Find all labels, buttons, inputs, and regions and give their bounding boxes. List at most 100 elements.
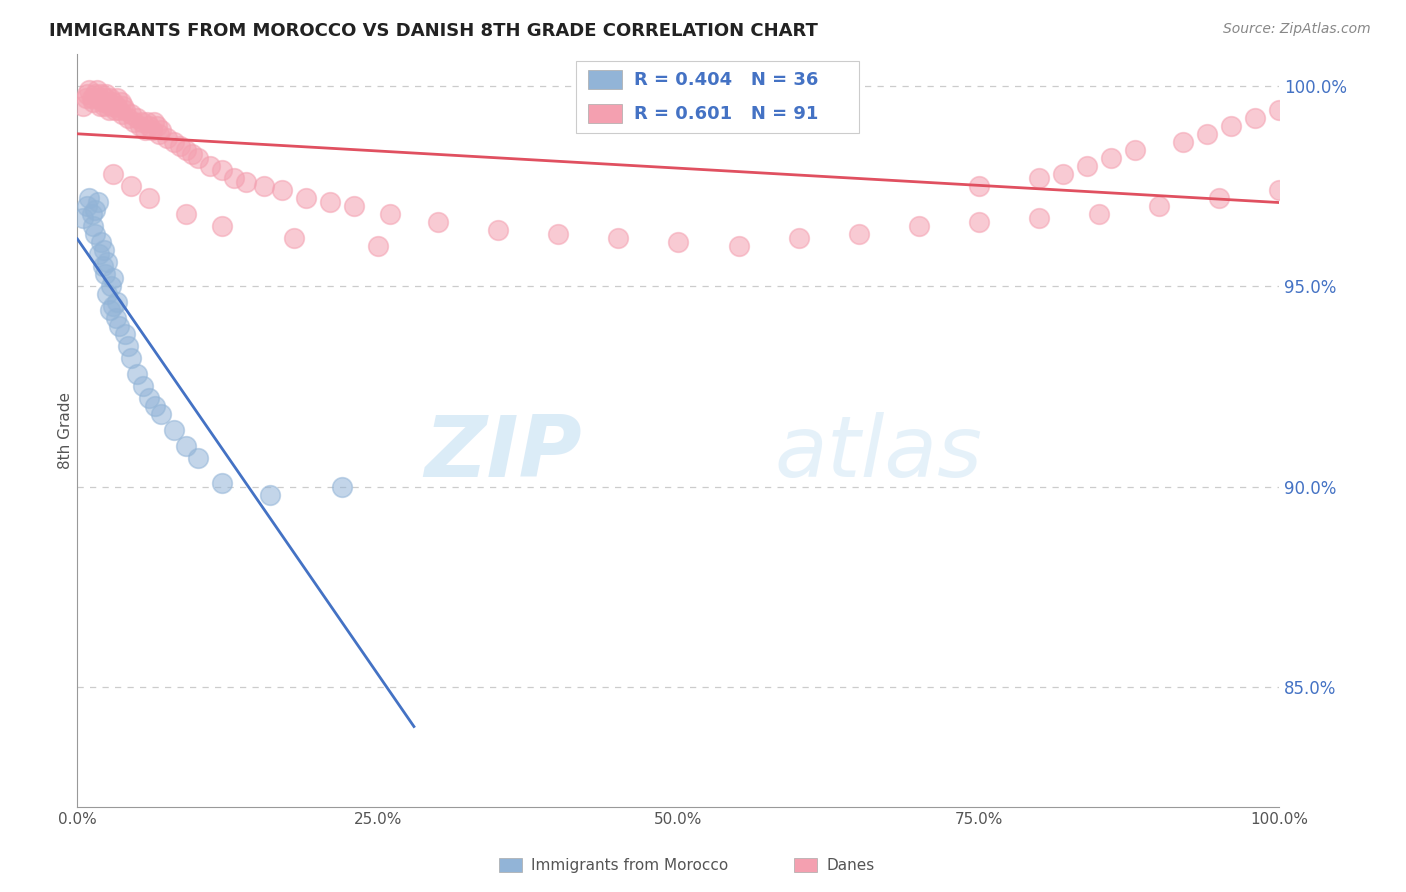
FancyBboxPatch shape xyxy=(588,104,621,123)
Point xyxy=(79,82,101,96)
Point xyxy=(134,122,156,136)
Point xyxy=(96,287,118,301)
Point xyxy=(127,368,149,382)
Point xyxy=(120,178,142,193)
Point xyxy=(427,215,450,229)
Point xyxy=(150,408,173,422)
Point xyxy=(727,239,749,253)
Point xyxy=(343,199,366,213)
Point xyxy=(145,400,167,414)
Point xyxy=(98,90,121,104)
Point xyxy=(547,227,569,241)
Point xyxy=(82,95,104,109)
Text: Danes: Danes xyxy=(827,858,875,872)
Point xyxy=(174,207,197,221)
Point xyxy=(75,90,97,104)
Point xyxy=(87,90,110,104)
Text: Immigrants from Morocco: Immigrants from Morocco xyxy=(531,858,728,872)
Text: R = 0.601   N = 91: R = 0.601 N = 91 xyxy=(634,105,818,123)
Point xyxy=(80,207,103,221)
Text: atlas: atlas xyxy=(775,411,983,494)
Point xyxy=(1076,159,1098,173)
Text: ZIP: ZIP xyxy=(425,411,582,494)
Text: IMMIGRANTS FROM MOROCCO VS DANISH 8TH GRADE CORRELATION CHART: IMMIGRANTS FROM MOROCCO VS DANISH 8TH GR… xyxy=(49,22,818,40)
Point xyxy=(122,114,145,128)
Point xyxy=(103,167,125,181)
FancyBboxPatch shape xyxy=(576,61,859,133)
Point xyxy=(80,90,103,104)
Point xyxy=(174,143,197,157)
Point xyxy=(96,255,118,269)
Point xyxy=(1197,127,1219,141)
Point xyxy=(235,175,257,189)
Y-axis label: 8th Grade: 8th Grade xyxy=(58,392,73,469)
Point xyxy=(79,191,101,205)
Point xyxy=(128,119,150,133)
Point xyxy=(211,219,233,233)
Point xyxy=(211,475,233,490)
Point xyxy=(138,392,160,406)
Point xyxy=(82,219,104,233)
Point xyxy=(108,319,131,334)
Text: Source: ZipAtlas.com: Source: ZipAtlas.com xyxy=(1223,22,1371,37)
Point xyxy=(98,303,121,318)
Point xyxy=(136,114,159,128)
Point xyxy=(908,219,931,233)
Point xyxy=(111,106,134,120)
Point xyxy=(1208,191,1230,205)
Point xyxy=(120,351,142,366)
Point xyxy=(105,295,128,310)
Point xyxy=(162,135,184,149)
Point xyxy=(156,130,179,145)
Point xyxy=(94,90,117,104)
Point xyxy=(84,227,107,241)
Point xyxy=(787,231,810,245)
Point xyxy=(131,114,153,128)
Point xyxy=(174,439,197,453)
Point xyxy=(150,122,173,136)
FancyBboxPatch shape xyxy=(588,70,621,89)
Point xyxy=(848,227,870,241)
Point xyxy=(148,127,170,141)
Point xyxy=(270,183,292,197)
Point xyxy=(145,119,167,133)
Point xyxy=(90,87,112,101)
Point xyxy=(222,170,245,185)
Point xyxy=(86,82,108,96)
Point xyxy=(138,191,160,205)
Point xyxy=(76,199,98,213)
Point xyxy=(76,87,98,101)
Point xyxy=(100,98,122,112)
Point xyxy=(72,98,94,112)
Point xyxy=(187,151,209,165)
Point xyxy=(117,339,139,353)
Point xyxy=(1268,103,1291,117)
Point xyxy=(143,114,166,128)
Point xyxy=(162,424,184,438)
Point xyxy=(967,215,990,229)
Point xyxy=(104,98,127,112)
Point xyxy=(330,479,353,493)
Point xyxy=(198,159,221,173)
Point xyxy=(253,178,276,193)
Point xyxy=(103,95,125,109)
Point xyxy=(114,327,136,342)
Point xyxy=(89,98,111,112)
Point xyxy=(91,95,114,109)
Point xyxy=(211,162,233,177)
Point xyxy=(103,271,125,285)
Point xyxy=(141,122,163,136)
Point xyxy=(1123,143,1146,157)
Point xyxy=(169,138,191,153)
Point xyxy=(96,95,118,109)
Point xyxy=(1268,183,1291,197)
Point xyxy=(94,267,117,281)
Point xyxy=(84,87,107,101)
Point xyxy=(127,111,149,125)
Point xyxy=(1088,207,1111,221)
Point xyxy=(111,98,134,112)
Point xyxy=(1149,199,1171,213)
Point xyxy=(486,223,509,237)
Point xyxy=(132,379,155,393)
Point xyxy=(1244,111,1267,125)
